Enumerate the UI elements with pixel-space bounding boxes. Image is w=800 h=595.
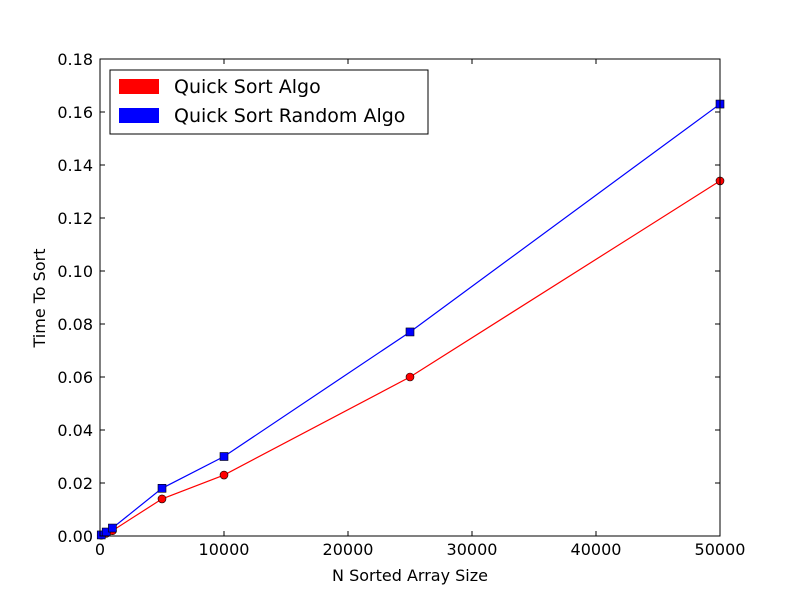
plot-frame (99, 58, 721, 537)
y-tick-label: 0.10 (57, 262, 93, 281)
x-axis-label: N Sorted Array Size (332, 566, 488, 585)
tick-layer: 0 10000 20000 30000 40000 50000 0.00 0.02 0.04 0.… (57, 50, 745, 559)
series-layer (96, 99, 725, 540)
legend-frame (109, 69, 429, 135)
y-tick-label: 0.06 (57, 368, 93, 387)
legend: Quick Sort Algo Quick Sort Random Algo (109, 69, 429, 135)
x-tick-label: 0 (95, 540, 105, 559)
y-tick-label: 0.08 (57, 315, 93, 334)
y-tick-label: 0.02 (57, 474, 93, 493)
x-tick-label: 50000 (695, 540, 746, 559)
y-axis-label: Time To Sort (30, 249, 49, 349)
data-point-quick-sort-random (219, 452, 229, 461)
x-tick-label: 30000 (447, 540, 498, 559)
x-tick-label: 40000 (571, 540, 622, 559)
data-point-quick-sort-random (108, 523, 117, 533)
legend-swatch-quick-sort (119, 79, 159, 94)
x-tick-label: 20000 (323, 540, 374, 559)
plot-area (100, 59, 720, 536)
data-point-quick-sort (157, 494, 167, 504)
data-point-quick-sort (219, 470, 229, 480)
legend-label-quick-sort: Quick Sort Algo (174, 76, 321, 98)
data-point-quick-sort-random (157, 483, 167, 493)
y-tick-label: 0.14 (57, 156, 93, 175)
data-point-quick-sort-random (405, 327, 415, 337)
data-point-quick-sort (405, 372, 415, 382)
y-tick-label: 0.00 (57, 527, 93, 546)
legend-swatch-quick-sort-random (119, 108, 159, 123)
x-tick-label: 10000 (199, 540, 250, 559)
y-tick-label: 0.16 (57, 103, 93, 122)
y-tick-label: 0.12 (57, 209, 93, 228)
y-tick-label: 0.04 (57, 421, 93, 440)
y-tick-label: 0.18 (57, 50, 93, 69)
legend-label-quick-sort-random: Quick Sort Random Algo (174, 105, 405, 127)
